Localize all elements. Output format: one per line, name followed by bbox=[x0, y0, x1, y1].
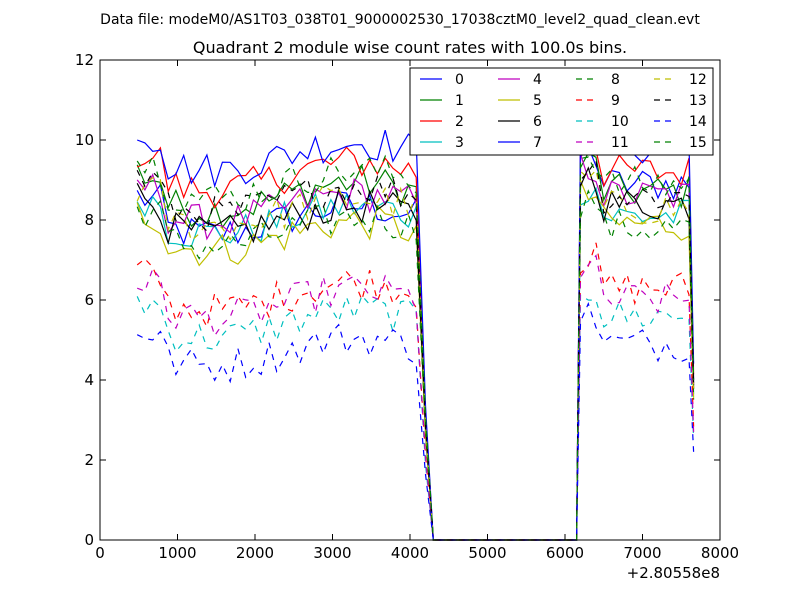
legend-label-9: 9 bbox=[611, 93, 620, 109]
x-tick-label: 1000 bbox=[158, 544, 196, 562]
series-line-4 bbox=[136, 153, 695, 541]
legend-box bbox=[409, 67, 714, 156]
x-tick-label: 8000 bbox=[701, 544, 739, 562]
legend-label-6: 6 bbox=[533, 114, 542, 130]
legend-label-2: 2 bbox=[455, 114, 464, 130]
series-line-10 bbox=[136, 294, 695, 541]
x-offset-label: +2.80558e8 bbox=[627, 564, 720, 582]
x-tick-label: 2000 bbox=[236, 544, 274, 562]
legend-label-8: 8 bbox=[611, 72, 620, 88]
y-tick-label: 12 bbox=[75, 51, 94, 69]
series-line-5 bbox=[136, 180, 695, 541]
chart-title: Quadrant 2 module wise count rates with … bbox=[193, 38, 627, 57]
series-line-9 bbox=[136, 242, 695, 541]
x-tick-label: 0 bbox=[95, 544, 105, 562]
x-tick-label: 6000 bbox=[546, 544, 584, 562]
y-tick-label: 8 bbox=[84, 211, 94, 229]
y-tick-label: 6 bbox=[84, 291, 94, 309]
plot-area: 0 1000 2000 3000 4000 5000 6000 7000 80000246810… bbox=[75, 51, 739, 562]
legend-label-7: 7 bbox=[533, 135, 542, 151]
series-line-3 bbox=[136, 186, 695, 541]
y-tick-label: 0 bbox=[84, 531, 94, 549]
series-line-8 bbox=[136, 189, 695, 541]
x-tick-label: 5000 bbox=[468, 544, 506, 562]
legend-label-15: 15 bbox=[689, 135, 707, 151]
legend-label-12: 12 bbox=[689, 72, 707, 88]
legend-label-5: 5 bbox=[533, 93, 542, 109]
series-line-13 bbox=[136, 158, 695, 541]
legend-label-13: 13 bbox=[689, 93, 707, 109]
series-line-2 bbox=[136, 146, 695, 541]
legend-label-4: 4 bbox=[533, 72, 542, 88]
series-line-0 bbox=[136, 145, 695, 541]
legend-label-10: 10 bbox=[611, 114, 629, 130]
legend-label-1: 1 bbox=[455, 93, 464, 109]
x-tick-label: 4000 bbox=[391, 544, 429, 562]
y-tick-label: 4 bbox=[84, 371, 94, 389]
x-tick-label: 3000 bbox=[313, 544, 351, 562]
series-line-1 bbox=[136, 152, 695, 541]
legend-label-14: 14 bbox=[689, 114, 707, 130]
series-line-12 bbox=[136, 168, 695, 541]
series-line-11 bbox=[136, 254, 695, 541]
y-tick-label: 2 bbox=[84, 451, 94, 469]
legend-label-0: 0 bbox=[455, 72, 464, 88]
series-line-15 bbox=[136, 154, 695, 541]
y-tick-label: 10 bbox=[75, 131, 94, 149]
legend-label-3: 3 bbox=[455, 135, 464, 151]
suptitle: Data file: modeM0/AS1T03_038T01_90000025… bbox=[100, 12, 700, 28]
x-tick-label: 7000 bbox=[623, 544, 661, 562]
legend-label-11: 11 bbox=[611, 135, 629, 151]
series-line-14 bbox=[136, 302, 695, 541]
